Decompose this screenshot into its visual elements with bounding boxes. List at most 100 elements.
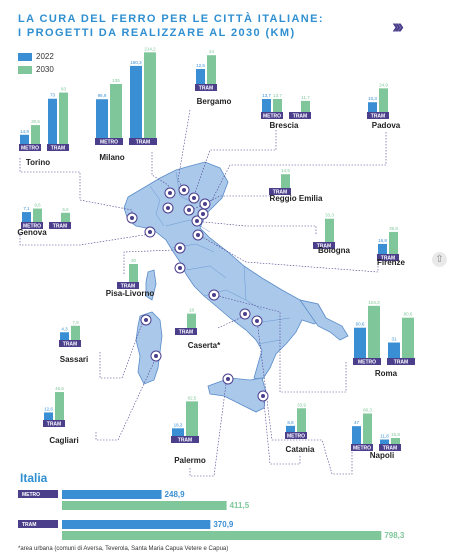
bar-milano-tram-2030	[144, 52, 156, 138]
bar-pisa-livorno-tram-2030	[129, 264, 138, 282]
italia-value-metro-2030: 411,5	[230, 501, 250, 510]
bar-milano-metro-2022	[96, 99, 108, 138]
bar-roma-metro-2022	[354, 327, 366, 358]
city-marker-inner	[203, 202, 207, 206]
map-sicily	[207, 377, 267, 413]
value-label-palermo-tram-2030: 82,5	[188, 395, 197, 400]
italia-mode-bg	[18, 520, 58, 528]
value-label-bergamo-tram-2022: 12,5	[196, 63, 205, 68]
bar-milano-tram-2022	[130, 65, 142, 138]
legend-swatch-2022	[18, 52, 32, 61]
city-marker-inner	[195, 219, 199, 223]
city-marker-inner	[201, 212, 205, 216]
city-name-caserta: Caserta*	[188, 341, 221, 350]
city-marker-inner	[130, 216, 134, 220]
bar-palermo-tram-2030	[186, 401, 198, 436]
city-marker-inner	[166, 206, 170, 210]
italia-mode-bg	[18, 490, 58, 498]
italia-title: Italia	[20, 471, 48, 485]
value-label-genova-metro-2030: 9,6	[34, 203, 41, 208]
bar-genova-tram-2030	[61, 212, 70, 222]
bar-napoli-tram-2030	[391, 437, 400, 444]
mode-label-bg	[313, 242, 335, 249]
border-8	[261, 317, 291, 323]
bar-catania-metro-2022	[286, 425, 295, 432]
value-label-sassari-tram-2030: 7,9	[72, 320, 79, 325]
city-name-padova: Padova	[372, 121, 401, 130]
arrow-up-icon[interactable]: ⇧	[432, 252, 447, 267]
mode-label-tram: TRAM	[53, 224, 67, 230]
value-label-torino-metro-2022: 14,9	[20, 129, 29, 134]
value-label-reggio-emilia-tram-2030: 14,5	[281, 168, 290, 173]
value-label-torino-tram-2022: 73	[50, 93, 56, 98]
city-name-catania: Catania	[286, 445, 315, 454]
city-name-brescia: Brescia	[270, 121, 299, 130]
city-name-firenze: Firenze	[377, 258, 406, 267]
city-chart-palermo: 18,3 82,5 TRAM Palermo	[171, 395, 206, 465]
bar-firenze-tram-2030	[389, 231, 398, 254]
city-name-milano: Milano	[99, 153, 124, 162]
mode-label-metro: METRO	[263, 114, 281, 120]
bar-cagliari-tram-2030	[55, 392, 64, 420]
city-marker-inner	[178, 266, 182, 270]
bar-catania-metro-2030	[297, 408, 306, 432]
italia-bar-metro-2030	[62, 501, 227, 510]
city-marker-inner	[226, 377, 230, 381]
bar-bergamo-tram-2022	[196, 69, 205, 84]
chevrons-right-icon[interactable]: ›››	[392, 16, 404, 38]
mode-label-metro: METRO	[23, 224, 41, 230]
bar-torino-metro-2030	[31, 125, 40, 144]
leader-firenze	[197, 234, 379, 273]
bar-napoli-metro-2022	[352, 426, 361, 444]
bar-torino-tram-2030	[59, 92, 68, 144]
city-name-roma: Roma	[375, 369, 398, 378]
value-label-roma-metro-2030: 104,3	[368, 300, 380, 305]
mode-label-metro: METRO	[21, 146, 39, 152]
mode-label-bg	[289, 112, 311, 119]
footnote: *area urbana (comuni di Aversa, Teverola…	[18, 546, 229, 552]
mode-label-bg	[367, 112, 389, 119]
city-marker-inner	[154, 354, 158, 358]
bar-caserta-tram-2030	[187, 313, 196, 328]
city-chart-caserta: 18 TRAM Caserta*	[175, 308, 221, 350]
bar-bergamo-tram-2030	[207, 55, 216, 84]
value-label-caserta-tram-2030: 18	[189, 308, 195, 313]
italia-totals-chart: Italia METRO 248,9 411,5 TRAM 370,9 798,3	[18, 471, 405, 540]
mode-label-bg	[387, 358, 415, 365]
border-9	[257, 339, 281, 345]
mode-label-bg	[269, 188, 291, 195]
title-line-1: LA CURA DEL FERRO PER LE CITTÀ ITALIANE:	[18, 13, 324, 25]
bar-roma-metro-2030	[368, 305, 380, 358]
leader-roma	[213, 294, 347, 393]
value-label-roma-tram-2022: 31	[391, 337, 397, 342]
mode-label-tram: TRAM	[121, 284, 135, 290]
value-label-napoli-tram-2030: 15,8	[391, 432, 400, 437]
bar-roma-tram-2030	[402, 317, 414, 358]
city-marker-inner	[144, 318, 148, 322]
mode-label-bg	[95, 138, 123, 145]
city-name-napoli: Napoli	[370, 451, 394, 460]
italia-value-metro-2022: 248,9	[165, 490, 186, 499]
mode-label-metro: METRO	[358, 360, 376, 366]
city-marker-inner	[261, 394, 265, 398]
value-label-genova-tram-2030: 6,6	[62, 207, 69, 212]
city-name-torino: Torino	[26, 158, 50, 167]
city-name-pisa-livorno: Pisa-Livorno	[106, 289, 155, 298]
mode-label-bg	[43, 420, 65, 427]
value-label-brescia-metro-2022: 13,7	[262, 93, 271, 98]
mode-label-metro: METRO	[100, 140, 118, 146]
value-label-catania-metro-2030: 33,9	[297, 402, 306, 407]
city-markers	[126, 184, 269, 402]
bar-genova-metro-2030	[33, 208, 42, 222]
bar-torino-tram-2022	[48, 98, 57, 144]
value-label-milano-metro-2030: 135	[112, 78, 120, 83]
value-label-padova-tram-2030: 24,9	[379, 82, 388, 87]
city-marker-inner	[192, 196, 196, 200]
map-mainland	[123, 161, 327, 381]
